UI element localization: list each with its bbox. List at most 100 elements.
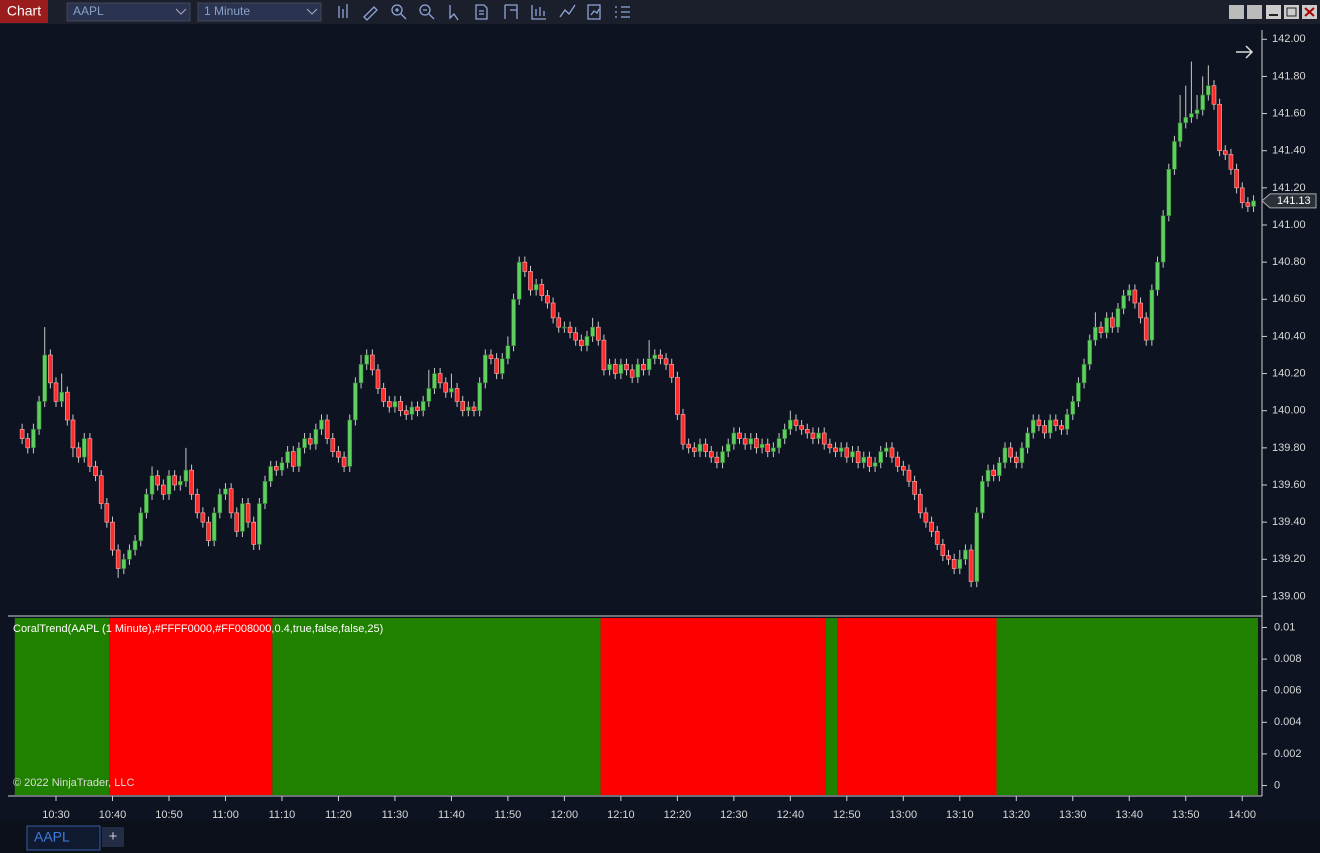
candle-body bbox=[748, 438, 754, 445]
add-tab-label: + bbox=[109, 828, 118, 845]
y-tick-label: 139.20 bbox=[1272, 553, 1306, 565]
candle-body bbox=[946, 555, 951, 560]
candle-body bbox=[1166, 168, 1172, 217]
candle-body bbox=[1194, 109, 1200, 114]
candle-body bbox=[991, 469, 996, 477]
x-tick-label: 11:20 bbox=[325, 809, 352, 821]
candle-body bbox=[810, 432, 816, 439]
x-tick-label: 10:30 bbox=[42, 809, 70, 821]
trend-band bbox=[996, 618, 1259, 795]
candle-body bbox=[799, 425, 804, 430]
candle-body bbox=[539, 284, 545, 296]
y-tick-label: 0 bbox=[1274, 779, 1280, 791]
candle-body bbox=[595, 326, 601, 341]
candle-body bbox=[1064, 414, 1070, 430]
candle-body bbox=[1126, 289, 1132, 296]
candle-body bbox=[358, 363, 364, 384]
candle-body bbox=[364, 354, 369, 365]
y-tick-label: 141.20 bbox=[1272, 182, 1306, 194]
y-tick-label: 141.80 bbox=[1272, 70, 1306, 82]
candle-body bbox=[567, 326, 573, 334]
candle-body bbox=[53, 382, 59, 402]
candle-body bbox=[522, 261, 528, 272]
candle-body bbox=[895, 456, 900, 467]
candle-body bbox=[1030, 419, 1036, 434]
candle-body bbox=[1206, 85, 1211, 96]
trend-band bbox=[109, 618, 273, 795]
x-tick-label: 13:50 bbox=[1172, 809, 1200, 821]
candle-body bbox=[1183, 116, 1189, 124]
candle-body bbox=[1110, 317, 1115, 328]
tab[interactable] bbox=[26, 825, 101, 851]
scroll-arrow[interactable] bbox=[1236, 45, 1254, 59]
candle-body bbox=[782, 428, 787, 439]
candle-body bbox=[1076, 382, 1081, 402]
dropdown-arrow bbox=[306, 8, 318, 15]
candle-body bbox=[1047, 419, 1053, 434]
window-buttons[interactable] bbox=[1229, 5, 1317, 19]
tab-label: AAPL bbox=[34, 829, 70, 845]
candle-body bbox=[1217, 103, 1222, 152]
candle-body bbox=[296, 447, 302, 467]
copyright: © 2022 NinjaTrader, LLC bbox=[13, 777, 134, 789]
candle-body bbox=[963, 549, 968, 560]
candle-body bbox=[443, 382, 449, 393]
trend-band bbox=[600, 618, 826, 795]
candle-body bbox=[1087, 339, 1093, 365]
candle-body bbox=[460, 401, 466, 412]
indicator-label: CoralTrend(AAPL (1 Minute),#FFFF0000,#FF… bbox=[13, 623, 383, 635]
x-tick-label: 12:30 bbox=[720, 809, 748, 821]
x-tick-label: 11:50 bbox=[495, 809, 522, 821]
candle-body bbox=[934, 531, 940, 545]
candle-body bbox=[471, 406, 477, 412]
add-tab[interactable] bbox=[102, 827, 124, 847]
candle-body bbox=[149, 475, 155, 495]
x-tick-label: 14:00 bbox=[1228, 809, 1256, 821]
candle-body bbox=[1019, 447, 1025, 464]
tool-icons[interactable] bbox=[338, 4, 630, 21]
y-tick-label: 0.004 bbox=[1274, 716, 1302, 728]
candle-body bbox=[562, 326, 567, 329]
candle-body bbox=[319, 419, 324, 430]
candle-body bbox=[223, 488, 228, 495]
title-tab[interactable] bbox=[0, 0, 48, 23]
candle-body bbox=[1081, 363, 1087, 384]
candle-body bbox=[1143, 317, 1149, 341]
y-tick-label: 139.00 bbox=[1272, 590, 1306, 602]
candle-body bbox=[658, 354, 663, 360]
candle-body bbox=[788, 419, 793, 430]
candle-body bbox=[901, 466, 906, 471]
candle-body bbox=[612, 363, 618, 374]
candle-body bbox=[488, 354, 494, 360]
y-tick-label: 142.00 bbox=[1272, 33, 1306, 45]
candle-body bbox=[1222, 150, 1228, 155]
candle-body bbox=[590, 326, 595, 337]
instrument-select[interactable] bbox=[66, 2, 191, 22]
candle-body bbox=[968, 549, 974, 582]
candle-body bbox=[426, 388, 432, 402]
interval: 1 Minute bbox=[204, 4, 250, 18]
trend-band bbox=[837, 618, 997, 795]
candle-body bbox=[347, 419, 353, 467]
candle-body bbox=[172, 475, 177, 486]
candle-body bbox=[573, 332, 578, 341]
candle-body bbox=[138, 512, 144, 542]
candle-body bbox=[466, 406, 471, 412]
x-tick-label: 13:10 bbox=[946, 809, 974, 821]
y-tick-label: 139.40 bbox=[1272, 516, 1306, 528]
candle-body bbox=[93, 466, 98, 477]
candle-body bbox=[759, 443, 765, 449]
candle-body bbox=[483, 354, 488, 384]
candle-body bbox=[1115, 308, 1121, 328]
candle-body bbox=[765, 443, 771, 452]
interval-select[interactable] bbox=[197, 2, 322, 22]
candle-body bbox=[742, 438, 748, 445]
candle-body bbox=[1132, 289, 1138, 304]
y-tick-label: 0.008 bbox=[1274, 653, 1302, 665]
candle-body bbox=[1025, 432, 1030, 449]
trend-band bbox=[825, 618, 838, 795]
candle-body bbox=[336, 451, 341, 458]
y-tick-label: 141.60 bbox=[1272, 107, 1306, 119]
x-tick-label: 12:40 bbox=[777, 809, 805, 821]
y-tick-label: 0.002 bbox=[1274, 748, 1302, 760]
